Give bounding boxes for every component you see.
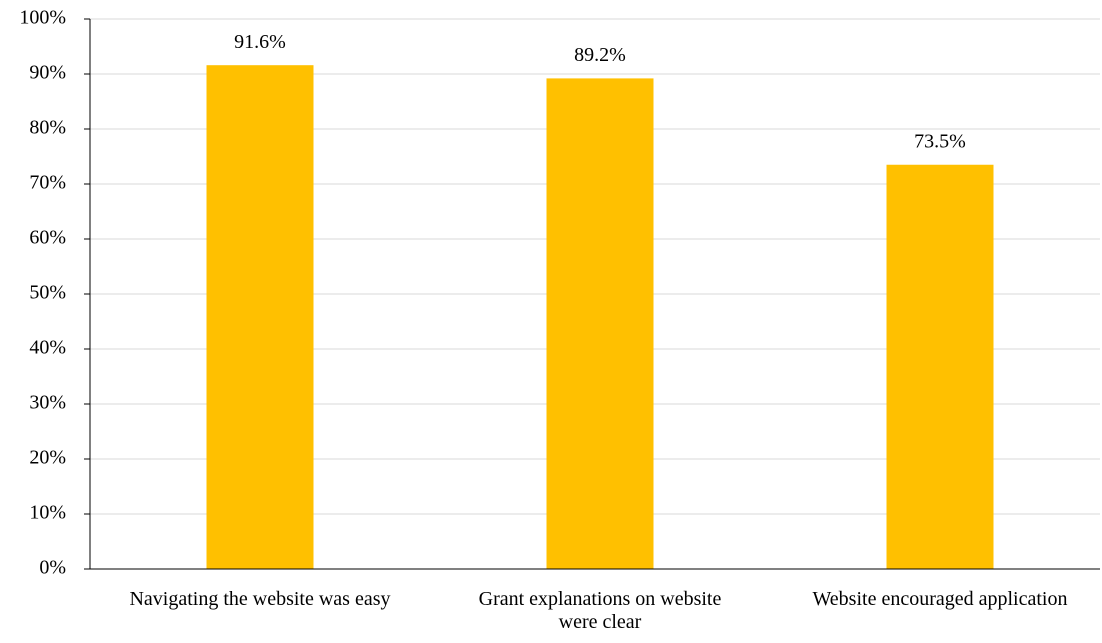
- y-tick-label: 10%: [29, 502, 66, 524]
- y-tick-label: 90%: [29, 62, 66, 84]
- bar: [886, 164, 994, 569]
- x-tick-label: Navigating the website was easy: [129, 588, 391, 610]
- bar: [206, 65, 314, 569]
- y-tick-label: 50%: [29, 282, 66, 304]
- x-tick-label: Grant explanations on website were clear: [478, 588, 722, 633]
- x-tick-label: Website encouraged application: [812, 588, 1068, 610]
- y-tick-label: 20%: [29, 447, 66, 469]
- bar: [546, 78, 654, 570]
- y-tick-label: 70%: [29, 172, 66, 194]
- y-tick-label: 100%: [19, 7, 66, 29]
- y-tick-label: 80%: [29, 117, 66, 139]
- y-tick-label: 0%: [39, 557, 66, 579]
- data-label: 73.5%: [914, 130, 966, 152]
- data-label: 89.2%: [574, 44, 626, 66]
- y-tick-label: 40%: [29, 337, 66, 359]
- y-tick-label: 30%: [29, 392, 66, 414]
- data-label: 91.6%: [234, 31, 286, 53]
- y-tick-label: 60%: [29, 227, 66, 249]
